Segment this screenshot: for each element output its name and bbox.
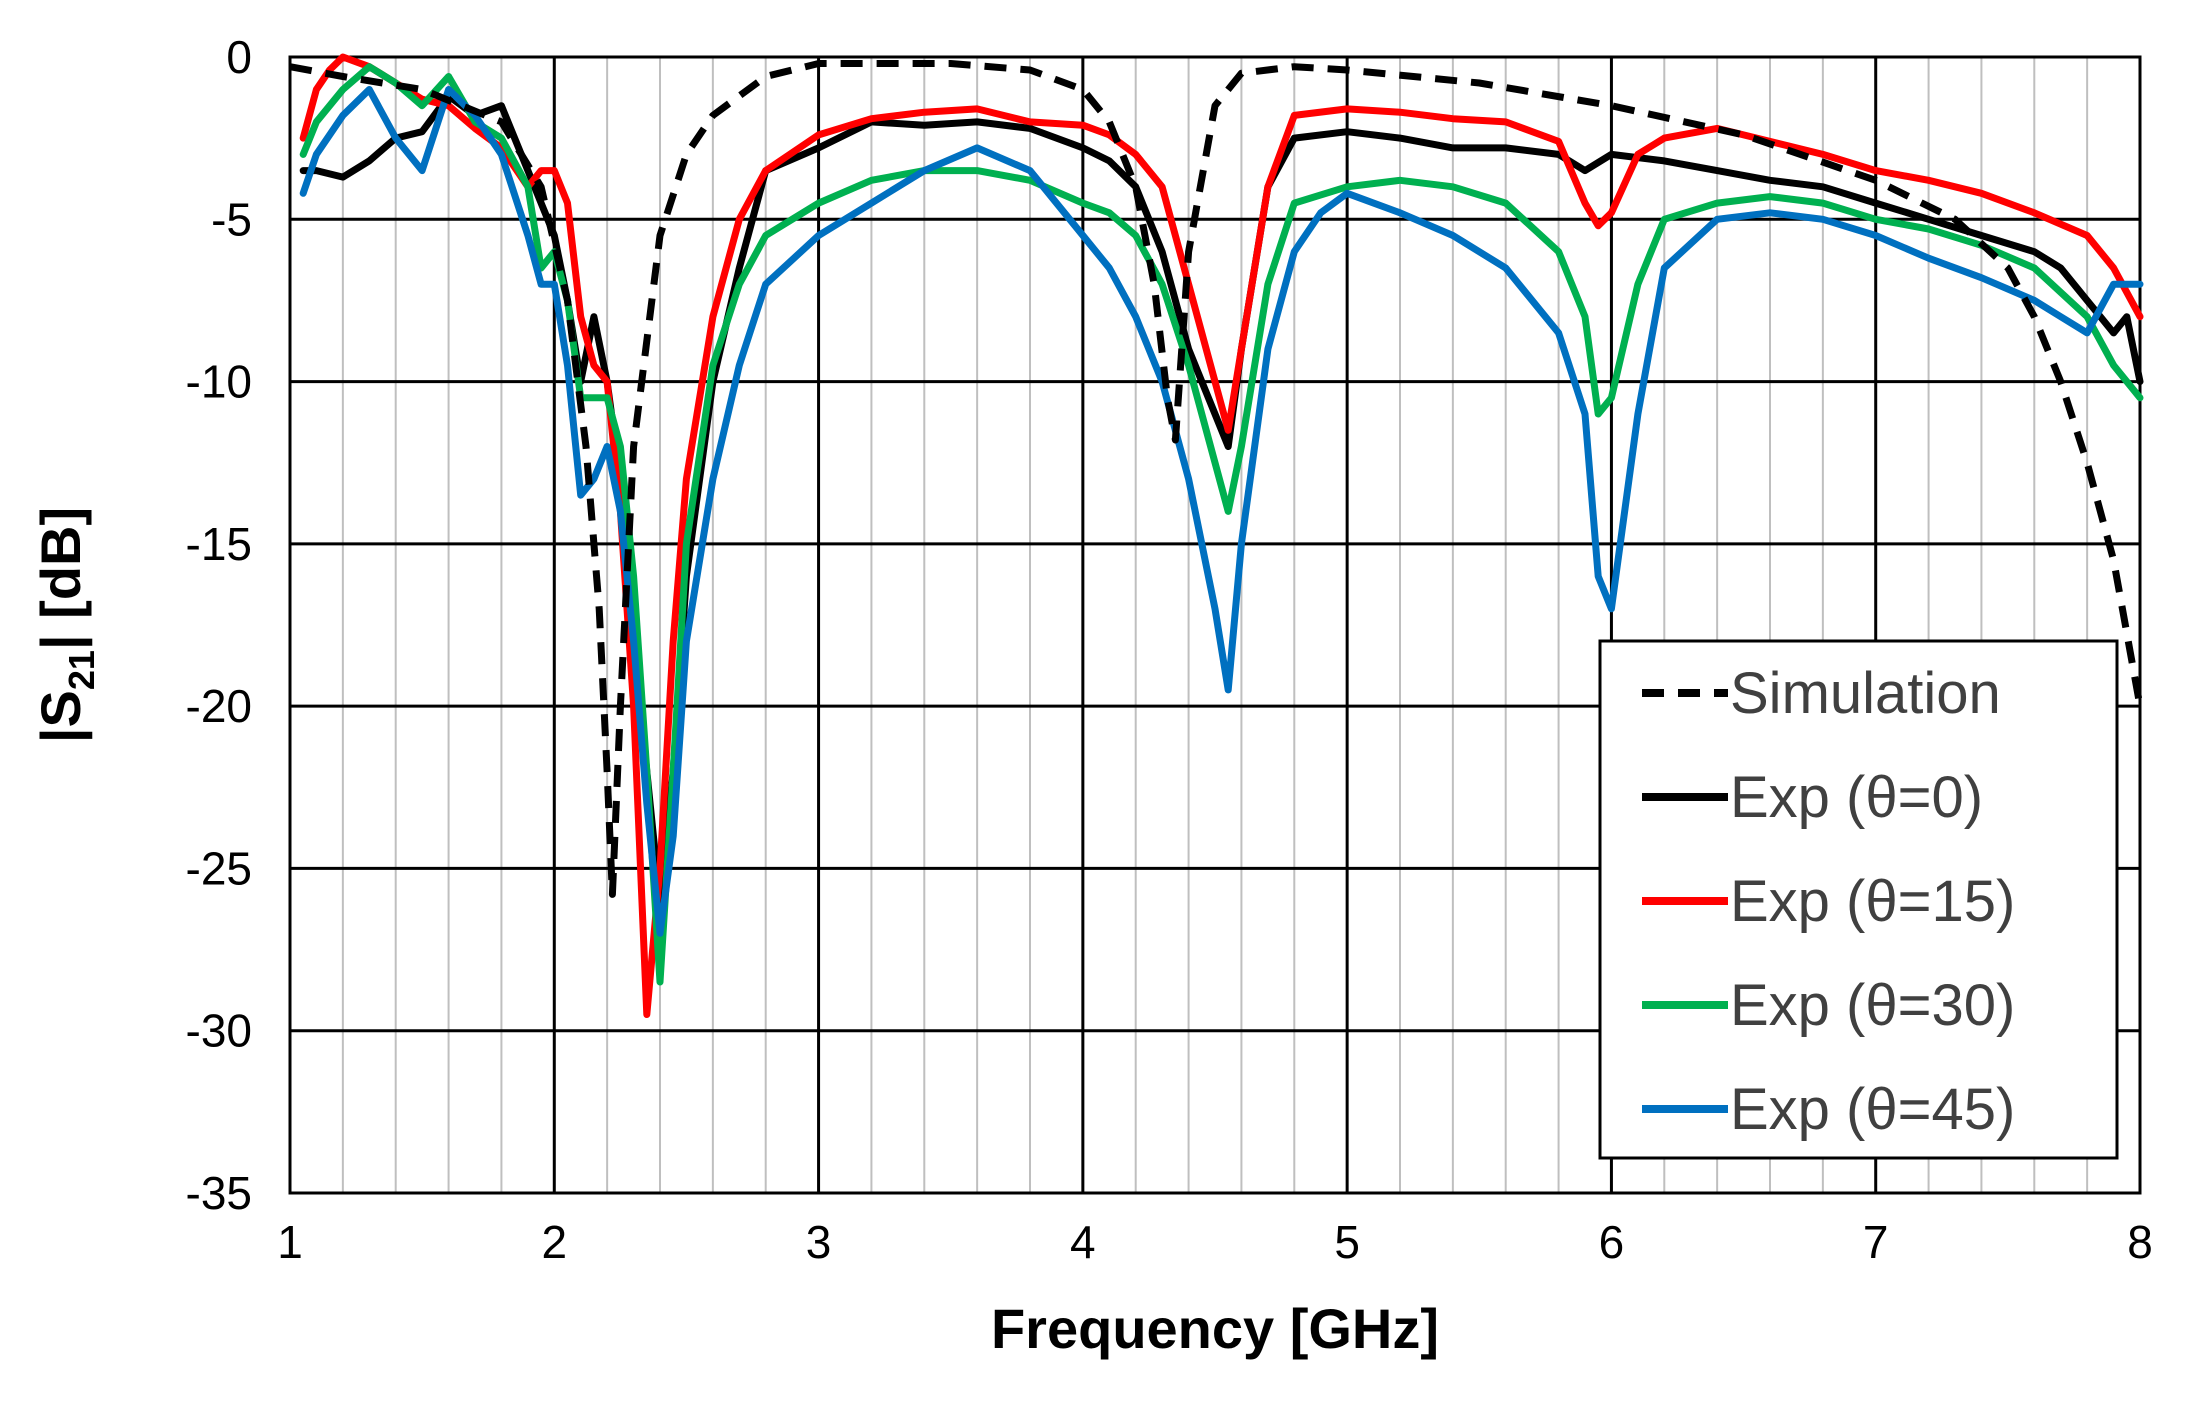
- series-line-0: [289, 60, 2144, 898]
- y-tick-label: -20: [186, 680, 252, 732]
- y-axis-title: |S21| [dB]: [29, 507, 102, 743]
- y-tick-labels: 0 -5 -10 -15 -20 -25 -30 -35: [186, 31, 252, 1219]
- x-tick-label: 7: [1863, 1216, 1889, 1268]
- series-line-3: [299, 63, 2144, 986]
- x-axis-title: Frequency [GHz]: [991, 1297, 1439, 1360]
- legend-items: Simulation Exp (θ=0) Exp (θ=15) Exp (θ=30) E…: [1642, 661, 2015, 1142]
- legend-item: Exp (θ=0): [1642, 765, 1983, 830]
- legend-label: Exp (θ=30): [1730, 973, 2015, 1038]
- x-tick-label: 8: [2127, 1216, 2153, 1268]
- x-tick-label: 1: [277, 1216, 303, 1268]
- legend-label: Exp (θ=45): [1730, 1077, 2015, 1142]
- legend-item: Exp (θ=45): [1642, 1077, 2015, 1142]
- y-tick-label: -25: [186, 842, 252, 894]
- x-tick-label: 2: [541, 1216, 567, 1268]
- series-layer: [289, 53, 2144, 1018]
- y-axis-title-main: |S: [29, 690, 93, 743]
- plot-area-frame: [288, 55, 2142, 1195]
- legend: Simulation Exp (θ=0) Exp (θ=15) Exp (θ=30) E…: [1598, 639, 2119, 1160]
- y-tick-label: -35: [186, 1167, 252, 1219]
- y-axis-title-subscript: 21: [61, 650, 102, 690]
- legend-item: Exp (θ=30): [1642, 973, 2015, 1038]
- legend-label: Exp (θ=0): [1730, 765, 1983, 830]
- legend-item: Simulation: [1642, 661, 2001, 726]
- y-tick-label: -10: [186, 356, 252, 408]
- y-tick-label: 0: [226, 31, 252, 83]
- x-tick-labels: 1 2 3 4 5 6 7 8: [277, 1216, 2153, 1268]
- series-line-4: [299, 86, 2144, 937]
- x-tick-label: 4: [1070, 1216, 1096, 1268]
- legend-label: Exp (θ=15): [1730, 869, 2015, 934]
- x-tick-label: 3: [806, 1216, 832, 1268]
- legend-label: Simulation: [1730, 661, 2001, 726]
- y-tick-label: -15: [186, 518, 252, 570]
- y-tick-label: -30: [186, 1005, 252, 1057]
- y-tick-label: -5: [211, 193, 252, 245]
- y-axis-title-tail: | [dB]: [29, 507, 93, 650]
- legend-item: Exp (θ=15): [1642, 869, 2015, 934]
- x-tick-label: 6: [1599, 1216, 1625, 1268]
- x-tick-label: 5: [1334, 1216, 1360, 1268]
